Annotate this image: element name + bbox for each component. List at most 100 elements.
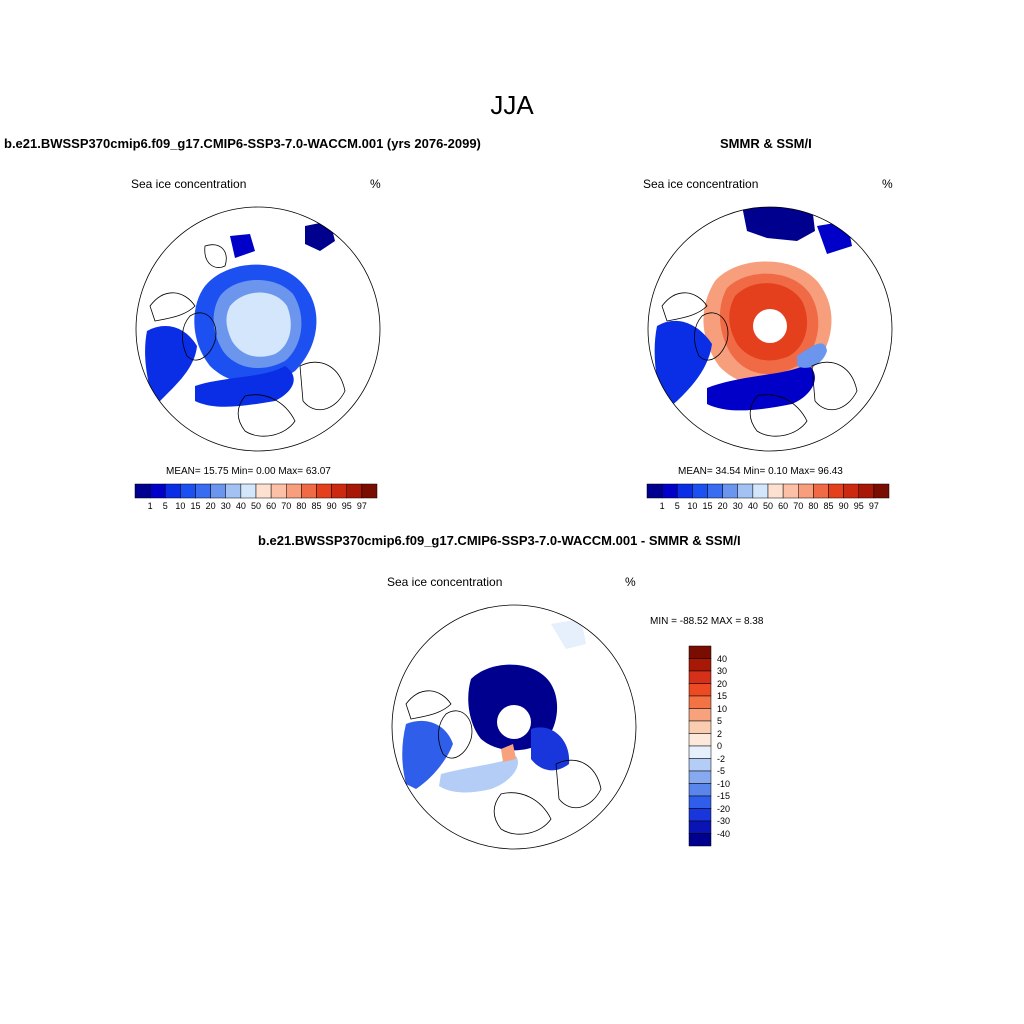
diff-colorbar-labels: 40 30 20 15 10 5 2 0 -2 -5 -10 -15 -20 -30 -40 [717, 646, 757, 846]
obs-colorbar-box [798, 483, 814, 499]
obs-colorbar-box [782, 483, 799, 499]
obs-colorbar-tick-label: 5 [674, 501, 680, 511]
obs-colorbar [646, 483, 890, 499]
diff-colorbar-tick-label: 10 [717, 703, 728, 714]
diff-ice-labrador [402, 720, 453, 789]
model-colorbar-tick-label: 10 [175, 501, 186, 511]
obs-panel-title: SMMR & SSM/I [720, 136, 812, 151]
obs-ice-edge [797, 343, 827, 368]
diff-colorbar-box [688, 820, 712, 834]
obs-colorbar-tick-label: 85 [823, 501, 834, 511]
diff-colorbar-tick-label: 30 [717, 666, 728, 676]
obs-colorbar-tick-label: 90 [838, 501, 849, 511]
model-colorbar [134, 483, 378, 499]
obs-colorbar-tick-label: 15 [702, 501, 713, 511]
model-colorbar-box [270, 483, 287, 499]
diff-pole-hole [497, 705, 531, 739]
obs-subtitle-units: % [882, 177, 893, 191]
model-alaska-outline [204, 244, 227, 268]
obs-mean-value: 34.54 [715, 466, 741, 477]
model-colorbar-tick-label: 40 [235, 501, 246, 511]
model-siberia-outline [299, 361, 346, 411]
obs-colorbar-tick-label: 40 [747, 501, 758, 511]
model-colorbar-box [331, 483, 347, 499]
diff-subtitle-units: % [625, 575, 636, 589]
diff-canada-outline [405, 690, 452, 720]
model-colorbar-tick-label: 60 [266, 501, 277, 511]
diff-colorbar-tick-label: -20 [717, 803, 731, 814]
diff-colorbar-tick-label: -2 [717, 753, 726, 764]
diff-colorbar-box [688, 708, 712, 722]
model-colorbar-box [165, 483, 181, 499]
model-max-label: Max= [278, 466, 304, 477]
model-subtitle-left: Sea ice concentration [131, 177, 247, 191]
obs-colorbar-box [707, 483, 723, 499]
diff-colorbar-tick-label: -40 [717, 828, 731, 839]
obs-colorbar-box [692, 483, 708, 499]
diff-colorbar-box [688, 658, 712, 672]
model-colorbar-box [210, 483, 226, 499]
model-min-value: 0.00 [256, 466, 276, 477]
diff-stats: MIN = -88.52 MAX = 8.38 [650, 616, 763, 627]
model-ice-bering [230, 234, 255, 258]
diff-colorbar-box [688, 733, 712, 747]
model-colorbar-box [195, 483, 211, 499]
diff-europe-outline [493, 792, 552, 835]
model-colorbar-box [286, 483, 302, 499]
diff-colorbar-box [688, 720, 712, 734]
model-colorbar-tick-label: 15 [190, 501, 201, 511]
obs-colorbar-box [858, 483, 875, 499]
diff-colorbar-box [688, 808, 712, 822]
obs-colorbar-box [843, 483, 859, 499]
model-stats: MEAN= 15.75 Min= 0.00 Max= 63.07 [166, 466, 331, 477]
obs-pole-hole [753, 309, 787, 343]
obs-max-label: Max= [790, 466, 816, 477]
obs-colorbar-box [722, 483, 738, 499]
obs-ice-okhotsk [742, 207, 815, 241]
model-colorbar-box [240, 483, 257, 499]
model-colorbar-box [316, 483, 332, 499]
diff-colorbar-box [688, 783, 712, 797]
obs-colorbar-box [828, 483, 844, 499]
model-colorbar-tick-label: 50 [250, 501, 262, 511]
model-greenland-outline [182, 312, 217, 361]
obs-colorbar-tick-label: 70 [793, 501, 804, 511]
obs-colorbar-box [813, 483, 829, 499]
diff-colorbar-tick-label: 0 [717, 741, 723, 751]
diff-min-label: MIN = [650, 616, 677, 627]
model-colorbar-box [149, 483, 166, 499]
obs-colorbar-tick-label: 20 [717, 501, 728, 511]
obs-colorbar-box [646, 483, 663, 499]
obs-colorbar-tick-label: 10 [687, 501, 698, 511]
obs-ice-barents [707, 364, 815, 411]
diff-colorbar-tick-label: -15 [717, 791, 731, 801]
obs-colorbar-box [873, 483, 890, 499]
diff-colorbar-tick-label: -10 [717, 778, 731, 789]
obs-colorbar-tick-label: 80 [808, 501, 819, 511]
obs-colorbar-tick-label: 30 [732, 501, 743, 511]
diff-colorbar-box [688, 770, 712, 784]
model-colorbar-tick-label: 1 [147, 501, 153, 511]
diff-max-value: 8.38 [743, 616, 764, 627]
diff-ice-positive [501, 744, 516, 762]
diff-colorbar-tick-label: 20 [717, 678, 728, 689]
diff-ice-siberian [531, 727, 570, 771]
obs-min-label: Min= [743, 466, 766, 477]
diff-ice-barents [439, 756, 519, 793]
model-colorbar-box [346, 483, 363, 499]
model-panel-title: b.e21.BWSSP370cmip6.f09_g17.CMIP6-SSP3-7… [4, 136, 481, 151]
model-canada-outline [149, 292, 196, 322]
model-ice-labrador [145, 326, 197, 406]
obs-canada-outline [661, 292, 708, 322]
diff-greenland-outline [438, 710, 473, 759]
model-mean-value: 15.75 [203, 466, 229, 477]
obs-polar-map [647, 206, 893, 452]
diff-colorbar-box [688, 833, 712, 847]
model-colorbar-tick-label: 97 [356, 501, 367, 511]
obs-colorbar-box [677, 483, 693, 499]
model-colorbar-box [255, 483, 272, 499]
model-colorbar-tick-label: 95 [341, 501, 352, 511]
diff-panel-title: b.e21.BWSSP370cmip6.f09_g17.CMIP6-SSP3-7… [258, 533, 741, 548]
model-colorbar-tick-label: 85 [311, 501, 322, 511]
diff-colorbar-tick-label: 15 [717, 691, 728, 701]
